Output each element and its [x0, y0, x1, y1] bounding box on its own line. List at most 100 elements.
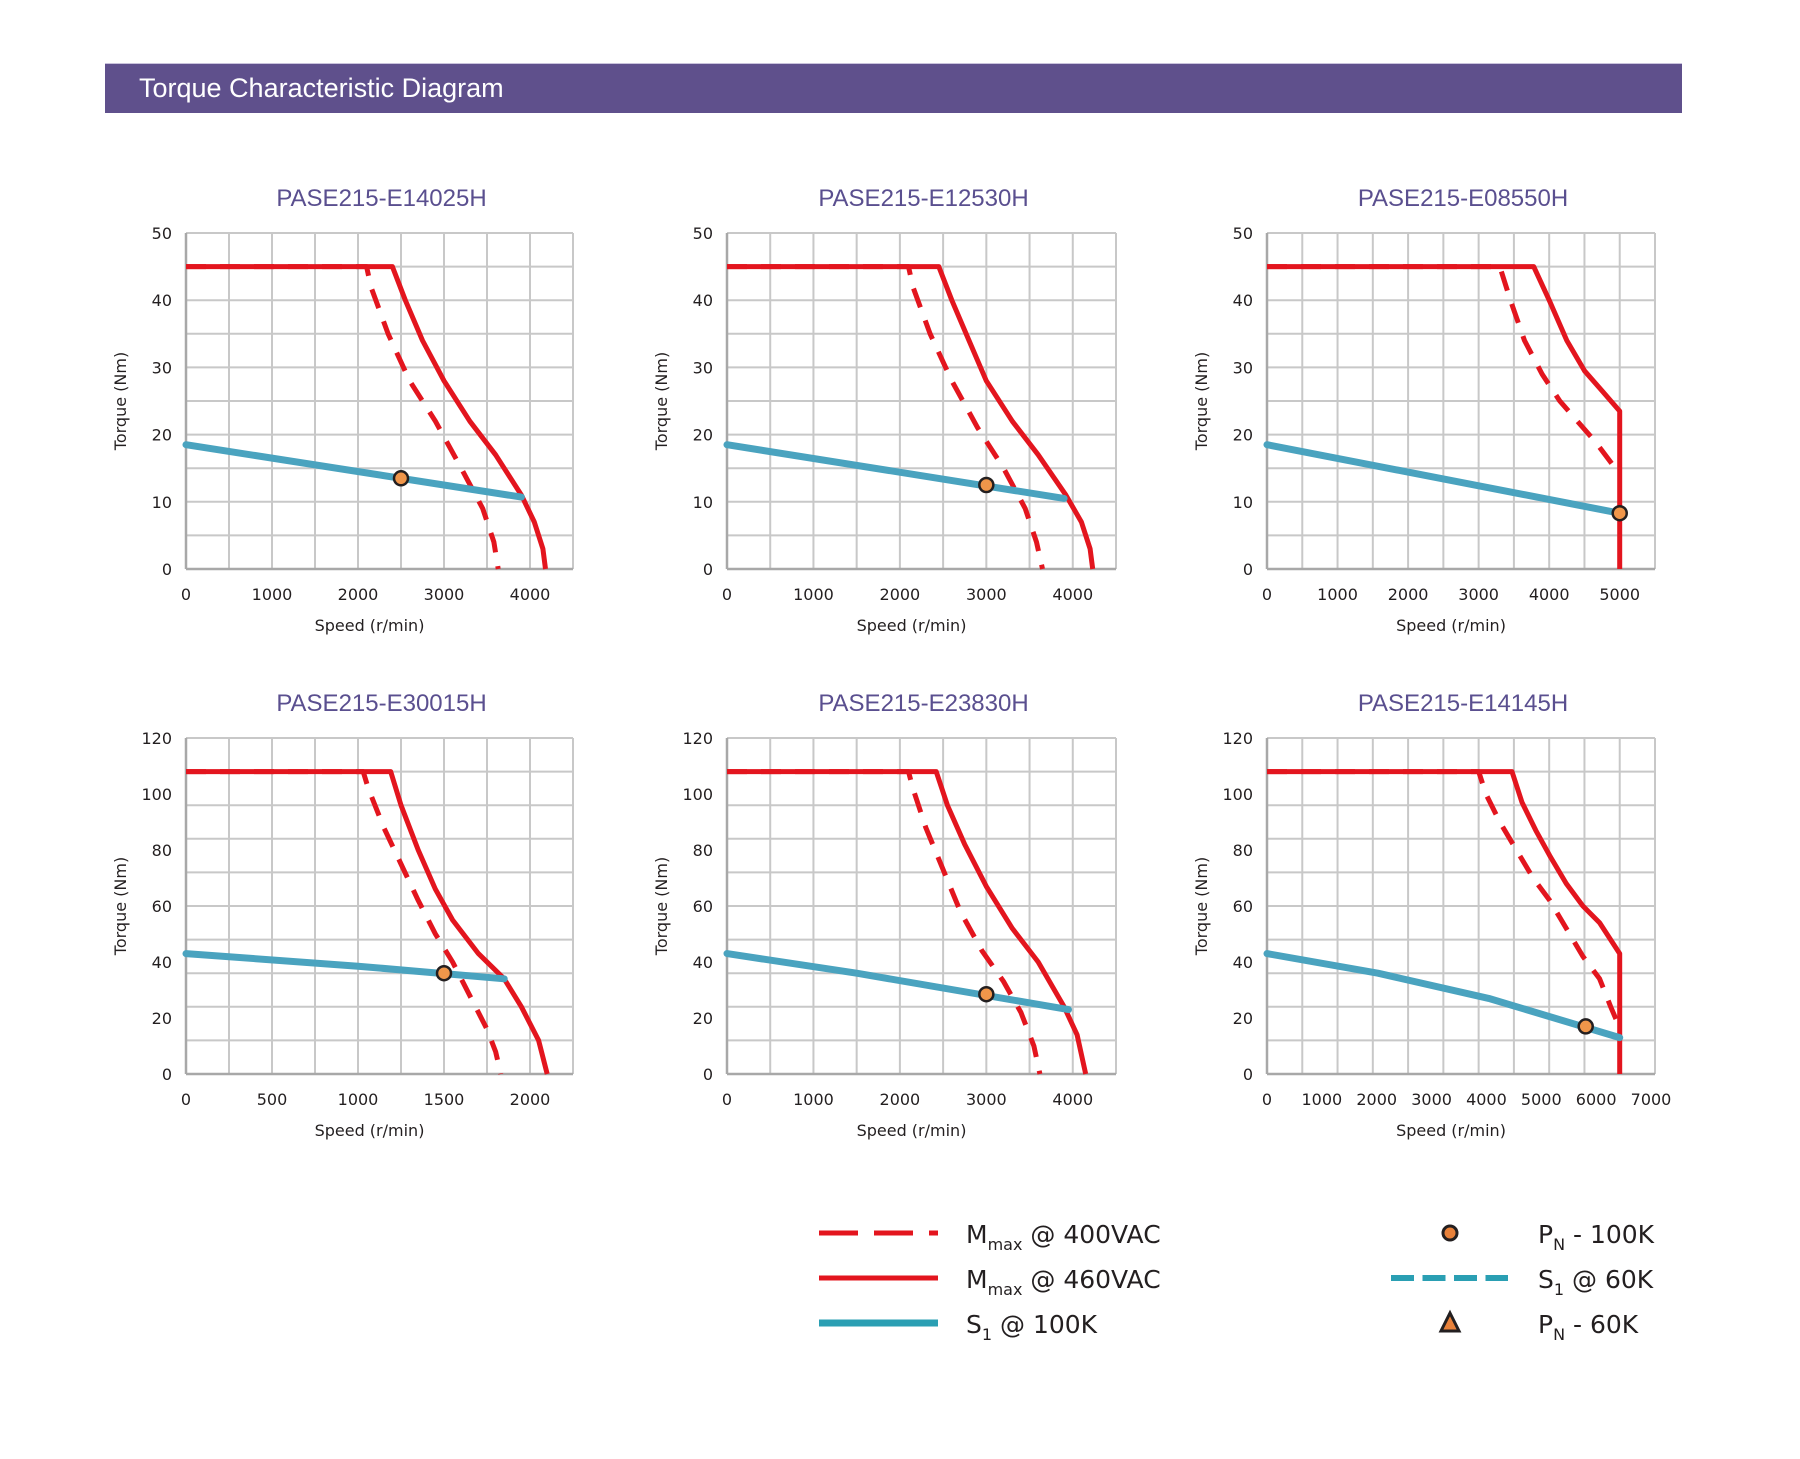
x-tick-label: 2000: [880, 1090, 921, 1109]
page-title: Torque Characteristic Diagram: [139, 73, 504, 103]
marker-pn-100k: [392, 470, 410, 487]
x-axis-title: Speed (r/min): [1396, 616, 1506, 635]
y-tick-label: 40: [693, 953, 713, 972]
series-s1-100k: [1263, 950, 1624, 1042]
series-mmax-460vac: [1267, 264, 1623, 569]
x-tick-label: 0: [722, 585, 732, 604]
x-tick-label: 2000: [880, 585, 921, 604]
y-tick-label: 50: [1233, 224, 1253, 243]
y-tick-label: 80: [693, 841, 713, 860]
y-tick-label: 20: [152, 426, 172, 445]
series-mmax-460vac: [727, 769, 1089, 1075]
y-axis-title: Torque (Nm): [652, 857, 671, 956]
series-mmax-400vac: [1267, 769, 1621, 1025]
series-s1-100k: [182, 441, 525, 501]
x-tick-label: 2000: [510, 1090, 551, 1109]
grid: [1266, 737, 1656, 1075]
x-tick-label: 5000: [1599, 585, 1640, 604]
marker-pn-100k: [1577, 1018, 1594, 1035]
legend-label: Mmax @ 460VAC: [966, 1265, 1161, 1299]
y-axis-title: Torque (Nm): [652, 352, 671, 451]
y-tick-label: 40: [1233, 953, 1253, 972]
x-tick-label: 4000: [1052, 1090, 1093, 1109]
y-tick-label: 20: [152, 1009, 172, 1028]
y-axis-title: Torque (Nm): [111, 857, 130, 956]
x-tick-label: 2000: [1356, 1090, 1397, 1109]
x-tick-label: 1000: [793, 585, 834, 604]
y-tick-label: 60: [1233, 897, 1253, 916]
chart-panel: PASE215-E12530H 0 10 20 30 40 50 0 1000 2000 3000 4…: [652, 185, 1117, 635]
grid: [726, 232, 1117, 570]
y-tick-label: 0: [162, 560, 172, 579]
series-s1-100k: [723, 950, 1072, 1014]
y-tick-label: 10: [152, 493, 172, 512]
marker-pn-100k: [978, 985, 995, 1003]
x-tick-label: 2000: [338, 585, 379, 604]
series-s1-100k: [723, 441, 1068, 502]
y-tick-label: 0: [703, 1065, 713, 1084]
chart-title: PASE215-E14145H: [1358, 690, 1568, 717]
legend-label: PN - 100K: [1538, 1220, 1655, 1254]
x-tick-label: 4000: [1529, 585, 1570, 604]
x-axis-title: Speed (r/min): [315, 1121, 425, 1140]
x-tick-label: 0: [181, 585, 191, 604]
x-axis-title: Speed (r/min): [857, 1121, 967, 1140]
y-tick-label: 40: [152, 291, 172, 310]
marker-pn-100k: [978, 476, 995, 494]
series-s1-100k: [1263, 441, 1624, 517]
legend-label: Mmax @ 400VAC: [966, 1220, 1161, 1254]
y-axis-title: Torque (Nm): [111, 352, 130, 451]
series-mmax-400vac: [727, 264, 1045, 570]
y-tick-label: 80: [1233, 841, 1253, 860]
grid: [726, 737, 1117, 1075]
x-tick-label: 1000: [1301, 1090, 1342, 1109]
grid: [185, 737, 574, 1075]
legend-circle-marker-icon: [1441, 1224, 1459, 1242]
y-tick-label: 60: [152, 897, 172, 916]
x-tick-label: 2000: [1388, 585, 1429, 604]
y-tick-label: 0: [1243, 560, 1253, 579]
legend-label: S1 @ 100K: [966, 1310, 1098, 1344]
x-tick-label: 0: [1262, 1090, 1272, 1109]
y-tick-label: 60: [693, 897, 713, 916]
y-tick-label: 50: [693, 224, 713, 243]
series-mmax-460vac: [1267, 769, 1623, 1074]
x-tick-label: 1000: [793, 1090, 834, 1109]
y-tick-label: 20: [1233, 426, 1253, 445]
chart-panel: PASE215-E14025H 0 10 20 30 40 50 0 1000 2000 3000 4…: [111, 185, 574, 635]
x-tick-label: 6000: [1576, 1090, 1617, 1109]
series-s1-100k: [182, 950, 508, 983]
series-mmax-460vac: [186, 769, 550, 1075]
y-axis-title: Torque (Nm): [1192, 857, 1211, 956]
legend: Mmax @ 400VAC Mmax @ 460VAC S1 @ 100K PN - …: [819, 1220, 1655, 1344]
chart-panel: PASE215-E30015H 0 20 40 60 80 100 120 0 500 1000 15…: [111, 690, 574, 1140]
chart-title: PASE215-E30015H: [276, 690, 486, 717]
x-tick-label: 7000: [1631, 1090, 1672, 1109]
chart-title: PASE215-E23830H: [818, 690, 1028, 717]
marker-pn-100k: [1611, 504, 1628, 522]
legend-label: S1 @ 60K: [1538, 1265, 1654, 1299]
chart-panel: PASE215-E23830H 0 20 40 60 80 100 120 0 1000 2000 3…: [652, 690, 1117, 1140]
y-axis-title: Torque (Nm): [1192, 352, 1211, 451]
chart-title: PASE215-E08550H: [1358, 185, 1568, 212]
y-tick-label: 50: [152, 224, 172, 243]
x-tick-label: 3000: [424, 585, 465, 604]
chart-title: PASE215-E12530H: [818, 185, 1028, 212]
x-tick-label: 0: [181, 1090, 191, 1109]
y-tick-label: 20: [693, 1009, 713, 1028]
x-axis-title: Speed (r/min): [315, 616, 425, 635]
x-tick-label: 0: [1262, 585, 1272, 604]
x-tick-label: 1000: [338, 1090, 379, 1109]
y-tick-label: 40: [152, 953, 172, 972]
y-tick-label: 30: [1233, 358, 1253, 377]
y-tick-label: 0: [1243, 1065, 1253, 1084]
series-mmax-460vac: [186, 264, 548, 570]
x-tick-label: 1000: [1317, 585, 1358, 604]
x-tick-label: 5000: [1521, 1090, 1562, 1109]
y-tick-label: 120: [141, 729, 172, 748]
x-tick-label: 4000: [1052, 585, 1093, 604]
x-tick-label: 4000: [1466, 1090, 1507, 1109]
x-tick-label: 500: [257, 1090, 288, 1109]
y-tick-label: 120: [1222, 729, 1253, 748]
